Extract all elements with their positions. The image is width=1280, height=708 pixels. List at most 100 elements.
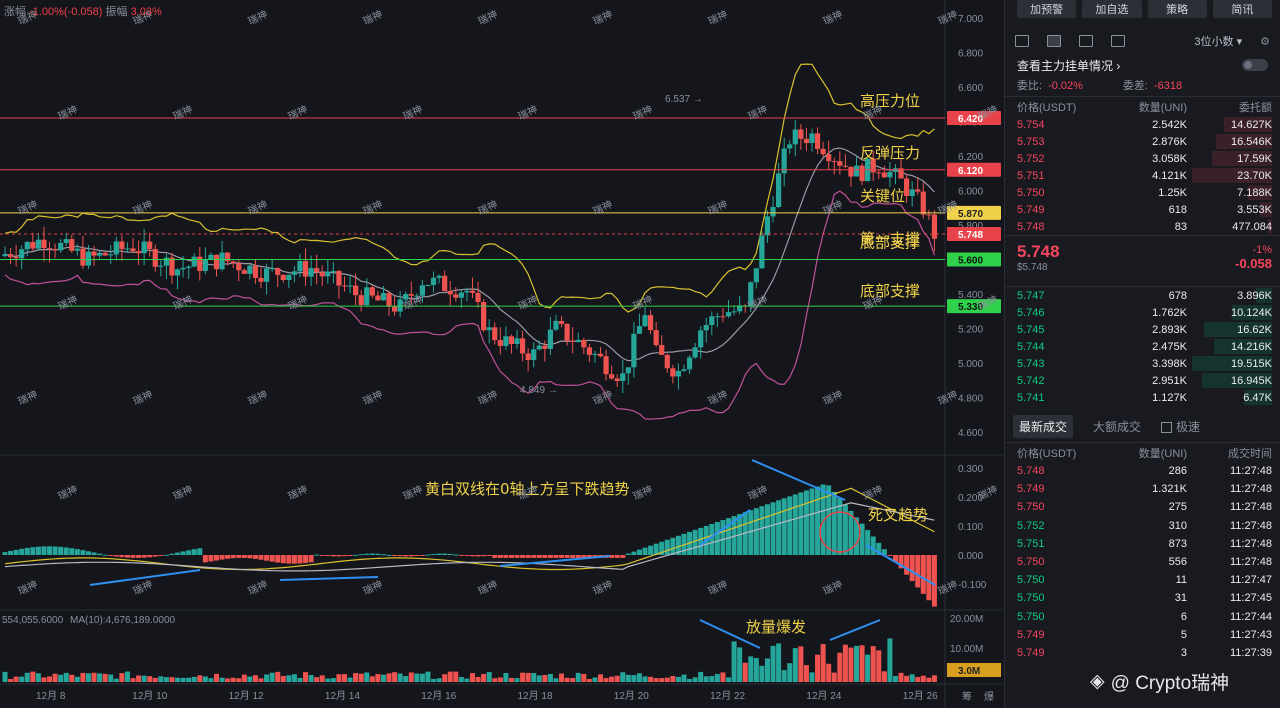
candle-body — [814, 133, 821, 149]
candle-body — [481, 302, 487, 331]
macd-bar — [887, 555, 893, 556]
macd-bar — [820, 484, 826, 555]
candle-body — [453, 294, 459, 298]
candle-body — [358, 295, 364, 306]
candle-body — [225, 252, 231, 262]
candle-body — [631, 333, 637, 368]
candle-body — [58, 243, 64, 251]
ask-row[interactable]: 5.748 83 477.084 — [1017, 219, 1272, 234]
ask-row[interactable]: 5.751 4.121K 23.70K — [1017, 168, 1272, 183]
volume-bar — [748, 656, 754, 682]
volume-bar — [475, 676, 481, 682]
orderbook-title[interactable]: 查看主力挂单情况 › — [1005, 54, 1280, 76]
trade-row: 5.750 556 11:27:48 — [1017, 556, 1272, 569]
trend-arrow — [829, 619, 881, 641]
settings-icon[interactable]: ⚙ — [1260, 35, 1270, 48]
price-tick-label: 6.000 — [958, 187, 983, 198]
volume-bar — [408, 672, 414, 682]
macd-bar — [74, 549, 80, 555]
macd-bar — [575, 555, 581, 558]
bid-row[interactable]: 5.744 2.475K 14.216K — [1017, 339, 1272, 354]
price-chart[interactable]: 7.0006.8006.6006.4006.2006.0005.8005.600… — [0, 0, 1003, 708]
volume-bar — [503, 673, 509, 682]
candle-body — [247, 265, 253, 274]
asks-view-icon[interactable] — [1079, 35, 1093, 47]
candle-body — [85, 251, 92, 266]
candle-body — [163, 257, 169, 266]
macd-bar — [553, 555, 559, 558]
strategy-button[interactable]: 策略 — [1147, 0, 1207, 18]
volume-bar — [720, 672, 726, 682]
candle-body — [681, 369, 687, 371]
candle-body — [236, 263, 242, 271]
decimal-select[interactable]: 3位小数 ▾ — [1194, 36, 1243, 48]
watermark-small: 瑞神 — [361, 7, 385, 27]
macd-bar — [648, 545, 654, 555]
candle-body — [269, 268, 275, 270]
volume-bar — [753, 658, 759, 682]
macd-bar — [58, 546, 64, 555]
chart-area[interactable]: 7.0006.8006.6006.4006.2006.0005.8005.600… — [0, 0, 1003, 708]
ask-row[interactable]: 5.749 618 3.553K — [1017, 202, 1272, 217]
tab-latest-trades[interactable]: 最新成交 — [1013, 414, 1074, 438]
macd-bar — [191, 549, 197, 555]
watermark-small: 瑞神 — [476, 7, 500, 27]
watermark-small: 瑞神 — [286, 292, 310, 312]
candle-body — [748, 282, 754, 307]
candle-body — [152, 248, 158, 267]
candle-body — [447, 291, 453, 295]
main-orders-toggle[interactable] — [1242, 59, 1268, 71]
volume-bar — [659, 678, 665, 682]
ask-row[interactable]: 5.754 2.542K 14.627K — [1017, 117, 1272, 132]
candle-body — [258, 277, 264, 282]
volume-bar — [776, 643, 782, 682]
list-view-icon[interactable] — [1111, 35, 1125, 47]
candle-body — [876, 172, 882, 174]
candle-body — [614, 378, 620, 382]
watermark-small: 瑞神 — [246, 577, 270, 597]
add-alert-button[interactable]: 加预警 — [1017, 0, 1077, 18]
bid-row[interactable]: 5.745 2.893K 16.62K — [1017, 322, 1272, 337]
ask-row[interactable]: 5.753 2.876K 16.546K — [1017, 134, 1272, 149]
candle-body — [353, 285, 359, 296]
volume-bar — [698, 671, 704, 682]
volume-bar — [525, 672, 531, 682]
volume-bar — [653, 678, 659, 682]
add-favorite-button[interactable]: 加自选 — [1082, 0, 1142, 18]
volume-bar — [152, 677, 158, 682]
news-button[interactable]: 简讯 — [1212, 0, 1272, 18]
candle-body — [725, 312, 732, 317]
tab-big-trades[interactable]: 大额成交 — [1093, 419, 1142, 434]
bid-list: 5.747 678 3.896K 5.746 1.762K 10.124K 5.745 2.8… — [1005, 287, 1280, 406]
bid-row[interactable]: 5.742 2.951K 16.945K — [1017, 373, 1272, 388]
bids-view-icon[interactable] — [1047, 35, 1061, 47]
macd-bar — [854, 517, 860, 555]
both-view-icon[interactable] — [1015, 35, 1029, 47]
volume-bar — [113, 678, 119, 682]
bid-row[interactable]: 5.747 678 3.896K — [1017, 288, 1272, 303]
macd-bar — [180, 551, 186, 555]
macd-bar — [141, 555, 147, 558]
bid-row[interactable]: 5.746 1.762K 10.124K — [1017, 305, 1272, 320]
volume-bar — [202, 676, 208, 682]
candle-body — [887, 171, 893, 178]
candle-body — [909, 189, 915, 197]
macd-bar — [726, 518, 732, 555]
ask-row[interactable]: 5.752 3.058K 17.59K — [1017, 151, 1272, 166]
candle-body — [403, 294, 409, 300]
watermark-small: 瑞神 — [746, 482, 770, 502]
extreme-checkbox[interactable]: 极速 — [1161, 418, 1200, 435]
ask-row[interactable]: 5.750 1.25K 7.188K — [1017, 185, 1272, 200]
macd-tick-label: 0.200 — [958, 493, 983, 504]
volume-bar — [887, 638, 893, 682]
watermark-small: 瑞神 — [631, 482, 655, 502]
candle-body — [135, 251, 142, 254]
price-change: -1% -0.058 — [1235, 244, 1272, 271]
watermark-small: 瑞神 — [861, 482, 885, 502]
bid-row[interactable]: 5.743 3.398K 19.515K — [1017, 356, 1272, 371]
date-tick-label: 12月 24 — [806, 690, 841, 702]
bid-row[interactable]: 5.741 1.127K 6.47K — [1017, 390, 1272, 405]
candle-body — [542, 345, 548, 349]
high-marker: 6.537 → — [665, 94, 703, 105]
volume-bar — [792, 648, 798, 682]
